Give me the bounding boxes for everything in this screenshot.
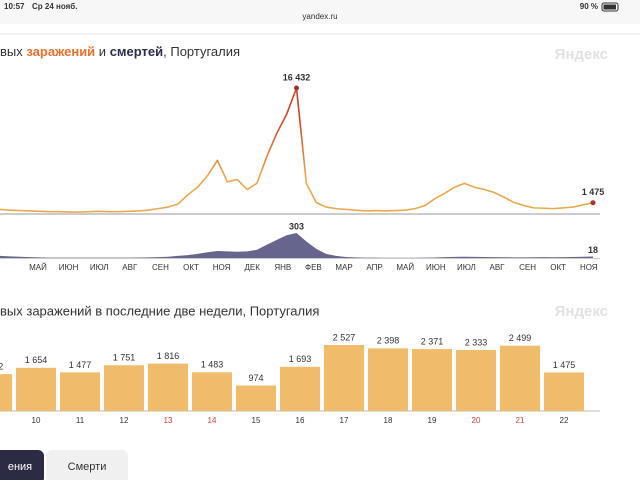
x-tick-label: 12 [120, 416, 129, 425]
x-tick-label: 17 [340, 416, 349, 425]
x-tick-label: 13 [164, 416, 173, 425]
bar [368, 348, 408, 411]
data-label: 1 483 [201, 360, 224, 370]
url[interactable]: yandex.ru [302, 12, 337, 21]
data-label: 1 816 [157, 351, 180, 361]
x-tick-label: ОКТ [183, 263, 199, 272]
title-part: смертей [110, 44, 163, 59]
x-tick-label: МАЙ [29, 263, 47, 272]
x-tick-label: 22 [560, 416, 569, 425]
data-label: 2 398 [377, 336, 400, 346]
bar [544, 372, 584, 411]
data-label: 18 [588, 245, 598, 255]
data-label: 974 [248, 373, 263, 383]
date: Ср 24 нояб. [32, 2, 77, 11]
tab-active[interactable] [0, 450, 44, 480]
bar [104, 365, 144, 411]
point [294, 85, 299, 91]
watermark: Яндекс [555, 303, 608, 320]
data-label: 303 [289, 221, 304, 231]
data-label: 1 475 [553, 360, 576, 370]
x-tick-label: ЯНВ [274, 263, 291, 272]
x-tick-label: МАЙ [396, 263, 414, 272]
title-part: , Португалия [163, 44, 240, 59]
data-label: 16 432 [283, 72, 311, 82]
data-label: 2 527 [333, 332, 356, 342]
x-tick-label: АВГ [122, 263, 138, 272]
infections-line [0, 87, 594, 213]
time: 10:57 [4, 2, 25, 11]
bar [324, 345, 364, 411]
bar [148, 363, 188, 411]
data-label: 1 693 [289, 354, 312, 364]
data-label: 1 412 [0, 361, 3, 371]
deaths-area [0, 233, 593, 258]
title-part: и [95, 44, 110, 59]
x-tick-label: 19 [428, 416, 437, 425]
x-tick-label: 15 [252, 416, 261, 425]
battery: 90 % [580, 2, 598, 11]
title-part: заражений [26, 44, 95, 59]
x-tick-label: 14 [208, 416, 217, 425]
watermark: Яндекс [555, 46, 608, 63]
x-tick-label: 10 [32, 416, 41, 425]
title-part: вых [0, 44, 26, 59]
x-tick-label: ДЕК [244, 263, 260, 272]
point [590, 200, 596, 206]
x-tick-label: 18 [384, 416, 393, 425]
bar [0, 374, 12, 411]
x-tick-label: 16 [296, 416, 305, 425]
bar [192, 372, 232, 411]
x-tick-label: НОЯ [213, 263, 231, 272]
x-tick-label: ИЮН [426, 263, 446, 272]
data-label: 1 654 [25, 355, 48, 365]
x-tick-label: 20 [472, 416, 481, 425]
status-bar [0, 0, 640, 24]
battery-icon [601, 2, 619, 12]
x-tick-label: 11 [76, 416, 85, 425]
x-tick-label: ИЮЛ [90, 263, 109, 272]
x-tick-label: АВГ [489, 263, 505, 272]
chart-title: вых заражений в последние две недели, По… [0, 303, 319, 318]
x-tick-label: МАР [335, 263, 352, 272]
x-tick-label: 21 [516, 416, 525, 425]
tab[interactable] [46, 450, 128, 480]
chart-title: вых заражений и смертей, Португалия [0, 44, 240, 59]
bar [500, 345, 540, 411]
data-label: 2 371 [421, 336, 444, 346]
data-label: 1 477 [69, 360, 92, 370]
x-tick-label: СЕН [152, 263, 169, 272]
tab-label[interactable]: Смерти [68, 461, 107, 473]
x-tick-label: СЕН [519, 263, 536, 272]
tab-label[interactable]: ения [8, 461, 32, 473]
bar [412, 349, 452, 411]
data-label: 1 475 [582, 187, 605, 197]
x-tick-label: ИЮН [59, 263, 79, 272]
x-tick-label: ОКТ [550, 263, 566, 272]
bar [60, 372, 100, 411]
bar [16, 367, 56, 411]
x-tick-label: ИЮЛ [457, 263, 476, 272]
data-label: 2 333 [465, 337, 488, 347]
battery-level [603, 4, 616, 10]
x-tick-label: АПР [366, 263, 382, 272]
x-tick-label: ФЕВ [305, 263, 322, 272]
bar [280, 366, 320, 411]
x-tick-label: НОЯ [580, 263, 598, 272]
bar [236, 385, 276, 411]
data-label: 1 751 [113, 353, 136, 363]
data-label: 2 499 [509, 333, 532, 343]
bar [456, 350, 496, 411]
